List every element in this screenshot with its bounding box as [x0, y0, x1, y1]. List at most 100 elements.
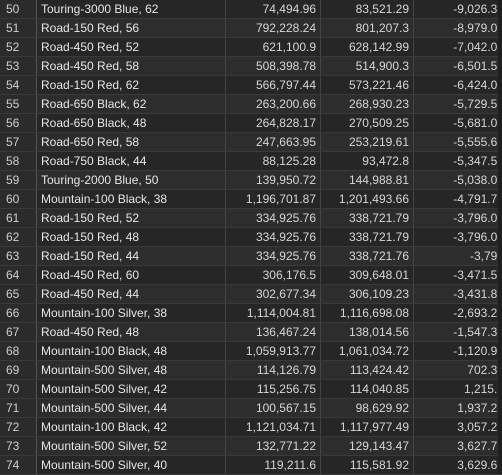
- row-number-cell[interactable]: 54: [0, 76, 37, 95]
- value-b-cell[interactable]: 98,629.92: [321, 399, 414, 418]
- product-cell[interactable]: Mountain-100 Black, 42: [37, 418, 226, 437]
- row-number-cell[interactable]: 57: [0, 133, 37, 152]
- difference-cell[interactable]: -5,729.57: [414, 95, 502, 114]
- difference-cell[interactable]: -3,431.89: [414, 285, 502, 304]
- product-cell[interactable]: Road-450 Red, 58: [37, 57, 226, 76]
- product-cell[interactable]: Touring-2000 Blue, 50: [37, 171, 226, 190]
- difference-cell[interactable]: -7,042.09: [414, 38, 502, 57]
- value-a-cell[interactable]: 264,828.17: [226, 114, 321, 133]
- row-number-cell[interactable]: 74: [0, 456, 37, 475]
- value-a-cell[interactable]: 302,677.34: [226, 285, 321, 304]
- difference-cell[interactable]: -9,026.33: [414, 0, 502, 19]
- difference-cell[interactable]: -6,424.02: [414, 76, 502, 95]
- row-number-cell[interactable]: 62: [0, 228, 37, 247]
- value-a-cell[interactable]: 136,467.24: [226, 323, 321, 342]
- product-cell[interactable]: Road-450 Red, 60: [37, 266, 226, 285]
- value-a-cell[interactable]: 263,200.66: [226, 95, 321, 114]
- row-number-cell[interactable]: 72: [0, 418, 37, 437]
- product-cell[interactable]: Mountain-500 Silver, 42: [37, 380, 226, 399]
- value-a-cell[interactable]: 334,925.76: [226, 247, 321, 266]
- value-b-cell[interactable]: 338,721.79: [321, 209, 414, 228]
- value-b-cell[interactable]: 338,721.76: [321, 247, 414, 266]
- value-a-cell[interactable]: 1,059,913.77: [226, 342, 321, 361]
- value-b-cell[interactable]: 93,472.8: [321, 152, 414, 171]
- row-number-cell[interactable]: 64: [0, 266, 37, 285]
- row-number-cell[interactable]: 68: [0, 342, 37, 361]
- row-number-cell[interactable]: 50: [0, 0, 37, 19]
- product-cell[interactable]: Road-150 Red, 62: [37, 76, 226, 95]
- product-cell[interactable]: Road-450 Red, 48: [37, 323, 226, 342]
- value-b-cell[interactable]: 801,207.3: [321, 19, 414, 38]
- difference-cell[interactable]: -5,681.08: [414, 114, 502, 133]
- value-a-cell[interactable]: 792,228.24: [226, 19, 321, 38]
- product-cell[interactable]: Road-150 Red, 44: [37, 247, 226, 266]
- product-cell[interactable]: Road-650 Red, 58: [37, 133, 226, 152]
- value-b-cell[interactable]: 114,040.85: [321, 380, 414, 399]
- value-b-cell[interactable]: 309,648.01: [321, 266, 414, 285]
- difference-cell[interactable]: -8,979.06: [414, 19, 502, 38]
- value-a-cell[interactable]: 115,256.75: [226, 380, 321, 399]
- value-a-cell[interactable]: 306,176.5: [226, 266, 321, 285]
- row-number-cell[interactable]: 56: [0, 114, 37, 133]
- value-a-cell[interactable]: 508,398.78: [226, 57, 321, 76]
- product-cell[interactable]: Road-150 Red, 48: [37, 228, 226, 247]
- value-a-cell[interactable]: 132,771.22: [226, 437, 321, 456]
- value-b-cell[interactable]: 83,521.29: [321, 0, 414, 19]
- difference-cell[interactable]: -2,693.27: [414, 304, 502, 323]
- difference-cell[interactable]: -3,796.03: [414, 228, 502, 247]
- row-number-cell[interactable]: 66: [0, 304, 37, 323]
- row-number-cell[interactable]: 69: [0, 361, 37, 380]
- difference-cell[interactable]: -3,471.51: [414, 266, 502, 285]
- row-number-cell[interactable]: 59: [0, 171, 37, 190]
- row-number-cell[interactable]: 55: [0, 95, 37, 114]
- difference-cell[interactable]: 3,627.75: [414, 437, 502, 456]
- value-b-cell[interactable]: 144,988.81: [321, 171, 414, 190]
- difference-cell[interactable]: -6,501.52: [414, 57, 502, 76]
- product-cell[interactable]: Road-650 Black, 62: [37, 95, 226, 114]
- row-number-cell[interactable]: 51: [0, 19, 37, 38]
- value-a-cell[interactable]: 139,950.72: [226, 171, 321, 190]
- value-b-cell[interactable]: 113,424.42: [321, 361, 414, 380]
- product-cell[interactable]: Mountain-100 Black, 38: [37, 190, 226, 209]
- value-b-cell[interactable]: 628,142.99: [321, 38, 414, 57]
- difference-cell[interactable]: -4,791.79: [414, 190, 502, 209]
- value-a-cell[interactable]: 114,126.79: [226, 361, 321, 380]
- difference-cell[interactable]: -1,120.95: [414, 342, 502, 361]
- difference-cell[interactable]: -1,547.32: [414, 323, 502, 342]
- value-b-cell[interactable]: 573,221.46: [321, 76, 414, 95]
- value-b-cell[interactable]: 306,109.23: [321, 285, 414, 304]
- difference-cell[interactable]: 3,629.68: [414, 456, 502, 475]
- row-number-cell[interactable]: 65: [0, 285, 37, 304]
- value-b-cell[interactable]: 1,117,977.49: [321, 418, 414, 437]
- value-a-cell[interactable]: 1,114,004.81: [226, 304, 321, 323]
- value-a-cell[interactable]: 100,567.15: [226, 399, 321, 418]
- row-number-cell[interactable]: 71: [0, 399, 37, 418]
- row-number-cell[interactable]: 70: [0, 380, 37, 399]
- difference-cell[interactable]: 3,057.22: [414, 418, 502, 437]
- value-a-cell[interactable]: 74,494.96: [226, 0, 321, 19]
- difference-cell[interactable]: -3,796.03: [414, 209, 502, 228]
- difference-cell[interactable]: 1,215.9: [414, 380, 502, 399]
- value-b-cell[interactable]: 115,581.92: [321, 456, 414, 475]
- product-cell[interactable]: Mountain-500 Silver, 44: [37, 399, 226, 418]
- value-a-cell[interactable]: 1,196,701.87: [226, 190, 321, 209]
- value-b-cell[interactable]: 268,930.23: [321, 95, 414, 114]
